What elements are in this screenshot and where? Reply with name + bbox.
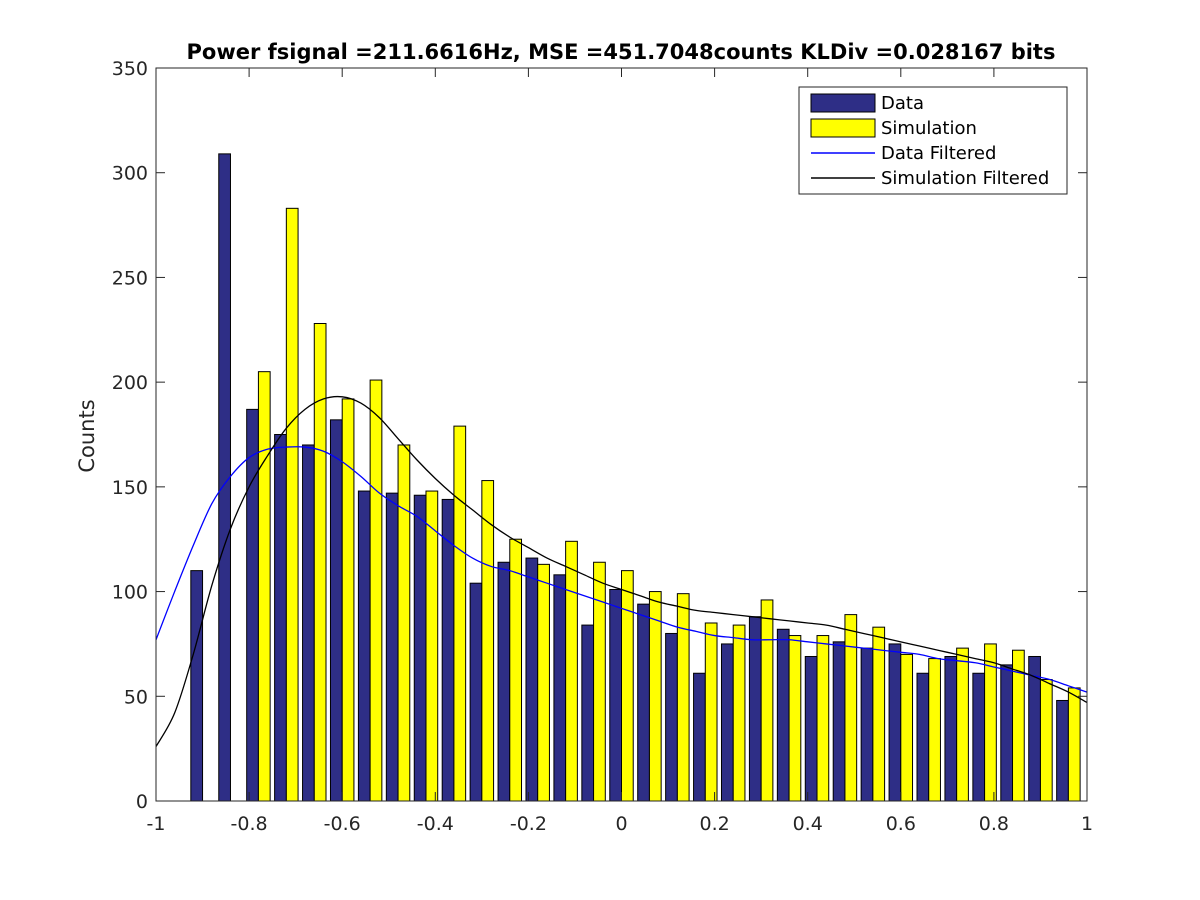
bar-data [609,588,623,802]
x-tick-label: -0.8 [231,813,268,835]
bar-simulation [844,614,858,802]
bar-simulation [425,490,439,802]
chart-title: Power fsignal =211.6616Hz, MSE =451.7048… [187,40,1056,64]
legend: Data Simulation Data Filtered Simulation Fi… [798,86,1068,195]
bar-data [720,643,734,802]
bar-simulation [872,626,886,802]
bar-data [553,574,567,802]
bar-simulation [676,593,690,802]
y-tick-label: 300 [112,163,148,185]
y-tick-label: 350 [112,58,148,80]
bar-data [329,419,343,802]
bar-data [972,672,986,802]
x-tick-label: 0.6 [886,813,916,835]
bar-simulation [509,538,523,802]
x-tick-label: 0.8 [979,813,1009,835]
bar-simulation [285,207,299,802]
bar-simulation [900,653,914,802]
bar-data [246,408,259,802]
y-axis-label: Counts [75,399,99,472]
bar-simulation [537,563,550,802]
x-tick-label: -1 [147,813,166,835]
bar-data [274,434,287,802]
legend-swatch-data [810,93,876,113]
bar-data [1000,664,1014,802]
y-tick-label: 250 [112,267,148,289]
bar-simulation [397,444,411,802]
bar-data [888,643,902,802]
y-tick-label: 200 [112,372,148,394]
x-tick-label: 0.4 [793,813,823,835]
x-tick-label: -0.6 [324,813,361,835]
bar-simulation [481,480,495,802]
bar-simulation [788,635,802,802]
bar-data [385,492,399,802]
bar-simulation [732,624,746,802]
bar-simulation [648,591,662,802]
bar-simulation [341,398,355,802]
bar-simulation [565,540,578,802]
bar-simulation [704,622,718,802]
bar-simulation [1039,679,1053,802]
bar-simulation [956,647,969,802]
bar-data [1056,699,1069,802]
legend-label-data-filtered: Data Filtered [881,143,996,164]
bar-data [860,647,874,802]
y-tick-label: 50 [124,686,148,708]
x-tick-label: -0.2 [510,813,547,835]
bar-data [190,570,204,802]
line-simulation-filtered [155,395,1088,747]
bar-simulation [369,379,383,802]
bar-simulation [313,323,327,802]
bar-data [665,632,678,802]
bar-data [218,153,231,802]
y-tick-label: 100 [112,582,148,604]
legend-label-simulation-filtered: Simulation Filtered [881,168,1049,189]
bar-data [693,672,706,802]
legend-label-simulation: Simulation [881,118,977,139]
bar-data [916,672,930,802]
bar-data [469,582,483,802]
line-data-filtered [155,446,1088,693]
bar-data [748,616,762,802]
bar-data [581,624,595,802]
legend-label-data: Data [881,93,924,114]
x-tick-label: -0.4 [417,813,454,835]
bar-data [525,557,539,802]
bar-data [804,655,818,802]
bar-data [357,490,371,802]
bar-simulation [760,599,774,802]
bar-simulation [593,561,606,802]
bar-data [944,655,958,802]
bar-data [302,444,315,802]
x-tick-label: 1 [1081,813,1093,835]
bar-simulation [453,425,467,802]
x-tick-label: 0 [615,813,627,835]
bar-simulation [816,635,830,802]
y-tick-label: 150 [112,477,148,499]
legend-swatch-simulation [810,118,876,138]
bar-data [637,603,650,802]
bar-simulation [257,371,271,802]
bar-data [413,494,427,802]
bar-simulation [1067,687,1081,802]
bar-data [832,641,846,802]
bar-data [776,628,790,802]
bar-simulation [621,570,634,802]
bar-simulation [928,658,941,802]
x-tick-label: 0.2 [699,813,729,835]
bar-data [497,561,511,802]
y-tick-label: 0 [136,791,148,813]
